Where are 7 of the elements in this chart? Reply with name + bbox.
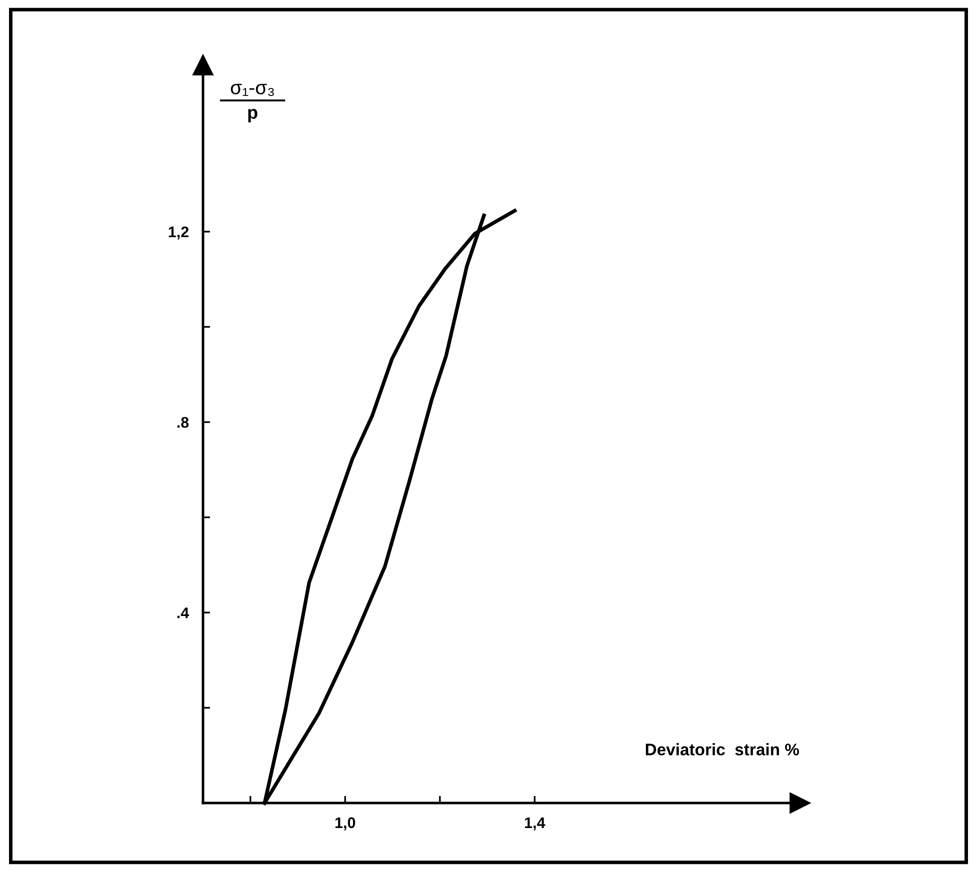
y-tick-label: .4	[177, 608, 190, 618]
x-tick-label: 1,4	[525, 817, 546, 830]
x-axis-title: Deviatoric strain %	[646, 743, 800, 756]
y-tick-label: 1,2	[168, 226, 188, 240]
y-tick-label: .8	[177, 416, 189, 428]
y-axis-title: σ₁-σ₃ p	[230, 84, 274, 122]
x-tick-label: 1,0	[335, 817, 356, 830]
